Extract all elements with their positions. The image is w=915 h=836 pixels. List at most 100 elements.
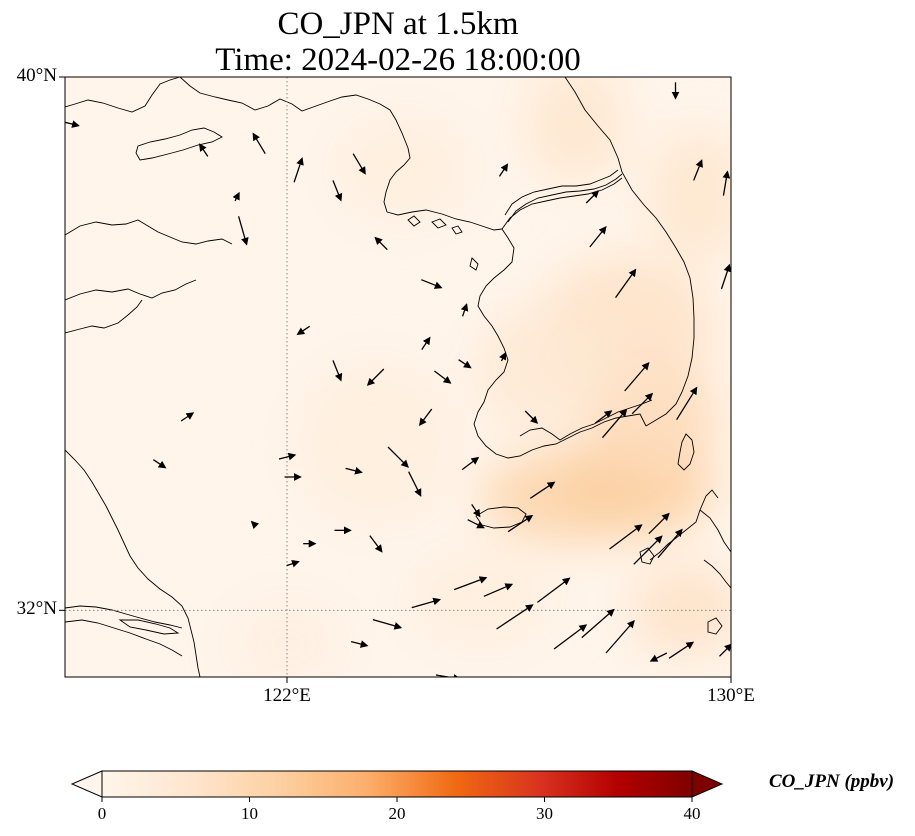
wind-arrow — [499, 351, 507, 362]
colorbar-tick-label: 20 — [388, 804, 406, 823]
wind-arrow — [649, 652, 668, 662]
concentration-blob — [231, 603, 343, 677]
wind-arrow — [293, 157, 304, 183]
wind-arrow — [408, 471, 422, 497]
wind-arrow — [411, 597, 441, 609]
lat-tick-label: 40°N — [16, 65, 57, 86]
jeju-island — [475, 506, 527, 529]
wind-arrow — [421, 336, 431, 351]
colorbar-tick-label: 40 — [683, 804, 701, 823]
kyushu-coast-3 — [703, 559, 731, 589]
wind-arrow — [152, 459, 167, 469]
east-china-coast — [65, 449, 201, 677]
map-frame — [64, 76, 732, 678]
wind-arrow — [352, 153, 366, 175]
kyushu-coast — [699, 509, 731, 553]
wind-arrow — [286, 560, 300, 568]
wind-arrow — [631, 392, 654, 415]
bohai-coast — [135, 127, 223, 161]
wind-arrow — [345, 466, 363, 475]
colorbar — [70, 770, 724, 802]
axis-ticks — [59, 76, 732, 683]
jiangsu-coastline — [65, 279, 197, 301]
liaodong-islands — [407, 215, 463, 235]
wind-arrow — [252, 132, 266, 155]
wind-arrow — [585, 190, 600, 204]
map-title: CO_JPN at 1.5km — [277, 6, 519, 42]
wind-arrow — [418, 408, 433, 427]
wind-arrow — [434, 370, 452, 384]
gridlines — [65, 77, 731, 677]
concentration-blob — [298, 363, 454, 524]
wind-arrow — [435, 674, 462, 677]
yangtze-estuary-south — [65, 619, 183, 657]
wind-arrow — [199, 143, 209, 157]
wind-arrow — [498, 163, 509, 177]
wind-arrow — [648, 512, 670, 535]
chongming-island — [118, 619, 180, 635]
wind-arrow — [718, 643, 731, 657]
wind-arrow — [496, 604, 534, 630]
wind-arrow — [369, 535, 383, 553]
wind-arrow — [633, 535, 663, 565]
yangtze-estuary-north — [65, 605, 183, 629]
wind-arrow — [720, 263, 731, 290]
wind-arrow — [374, 236, 388, 251]
korea-south-islands — [519, 399, 653, 441]
colorbar-tick-label: 10 — [241, 804, 258, 823]
wind-arrow — [609, 524, 643, 550]
wind-arrow — [461, 456, 480, 471]
goto-islands — [639, 547, 655, 565]
wind-arrow — [722, 170, 731, 196]
small-island-south — [707, 617, 723, 635]
wind-arrow — [421, 279, 443, 289]
wind-arrow — [278, 452, 297, 461]
wind-arrow — [668, 641, 695, 659]
wind-arrow — [372, 619, 403, 630]
wind-arrow — [366, 368, 385, 386]
wind-arrow — [693, 159, 703, 181]
wind-arrow — [296, 325, 311, 336]
wind-arrow — [601, 408, 628, 439]
wind-arrow — [615, 268, 637, 299]
concentration-blob — [475, 303, 609, 437]
wind-arrow — [460, 303, 469, 317]
colorbar-tick-label: 0 — [97, 804, 107, 823]
coastlines — [65, 77, 731, 677]
wind-arrow — [180, 412, 195, 422]
wind-arrow — [232, 191, 240, 202]
korea-west-coastline — [473, 228, 647, 459]
wind-arrow — [458, 359, 472, 369]
wind-arrow — [624, 362, 650, 392]
colorbar-fill — [102, 771, 692, 797]
korea-east-coastline — [564, 77, 695, 427]
colorbar-label: CO_JPN (ppbv) — [769, 771, 895, 792]
wind-arrow — [507, 514, 534, 533]
wind-arrow — [332, 360, 343, 382]
wind-arrow — [387, 446, 409, 468]
lon-tick-label: 130°E — [707, 685, 755, 706]
wind-arrow — [537, 577, 571, 603]
wind-arrow — [332, 180, 343, 202]
wind-arrow — [250, 520, 260, 530]
shandong-south-coast — [65, 299, 143, 334]
wind-arrow — [453, 576, 488, 591]
wind-arrow — [467, 519, 485, 529]
colorbar-tick-label: 30 — [536, 804, 553, 823]
concentration-blob — [336, 117, 471, 224]
shandong-coastline — [65, 219, 233, 245]
wind-arrow — [483, 583, 514, 597]
korea-china-border-2 — [507, 173, 623, 223]
wind-arrow — [589, 225, 607, 248]
wind-arrow — [350, 640, 369, 648]
concentration-blob — [525, 77, 626, 184]
lon-tick-label: 122°E — [263, 685, 311, 706]
wind-arrow — [581, 608, 615, 639]
colorbar-extend-high — [691, 770, 724, 798]
wind-arrow — [605, 620, 635, 654]
wind-arrow — [553, 624, 588, 650]
wind-arrow — [471, 503, 481, 518]
china-coastline — [65, 77, 181, 113]
kyushu-coast-2 — [649, 489, 719, 561]
wind-arrow — [237, 216, 249, 246]
